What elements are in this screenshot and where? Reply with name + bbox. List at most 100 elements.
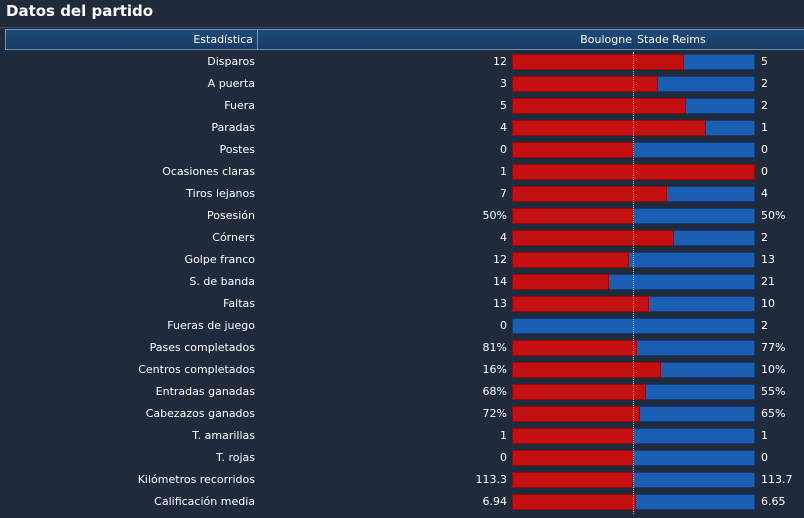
- away-value: 1: [761, 121, 768, 134]
- stat-label: Tiros lejanos: [186, 187, 255, 200]
- stat-row: Córners 4 2: [0, 228, 804, 250]
- stat-label: Fuera: [224, 99, 255, 112]
- stat-row: Golpe franco 12 13: [0, 250, 804, 272]
- home-share-fill: [512, 274, 610, 290]
- home-value: 13: [493, 297, 507, 310]
- title-divider: [0, 27, 804, 28]
- home-value: 0: [500, 143, 507, 156]
- stat-row: Ocasiones claras 1 0: [0, 162, 804, 184]
- home-share-fill: [512, 54, 684, 70]
- away-value: 4: [761, 187, 768, 200]
- teams-column-header[interactable]: Boulogne Stade Reims: [257, 29, 804, 50]
- comparison-bar: [512, 428, 755, 444]
- stat-row: Fueras de juego 0 2: [0, 316, 804, 338]
- home-share-fill: [512, 428, 634, 444]
- home-value: 14: [493, 275, 507, 288]
- away-value: 10%: [761, 363, 786, 376]
- stat-row: Entradas ganadas 68% 55%: [0, 382, 804, 404]
- home-share-fill: [512, 494, 637, 510]
- stat-row: Calificación media 6.94 6.65: [0, 492, 804, 514]
- home-share-fill: [512, 362, 662, 378]
- stat-label: T. amarillas: [192, 429, 255, 442]
- stat-label: Centros completados: [138, 363, 255, 376]
- home-value: 16%: [482, 363, 507, 376]
- home-share-fill: [512, 120, 707, 136]
- home-value: 12: [493, 55, 507, 68]
- stat-label: A puerta: [207, 77, 255, 90]
- stat-row: Postes 0 0: [0, 140, 804, 162]
- home-share-fill: [512, 340, 637, 356]
- home-share-fill: [512, 230, 675, 246]
- stat-label: Kilómetros recorridos: [137, 473, 255, 486]
- away-team-name: Stade Reims: [637, 33, 706, 46]
- center-divider-line: [633, 52, 634, 514]
- home-value: 6.94: [482, 495, 508, 508]
- home-share-fill: [512, 142, 634, 158]
- stat-row: Centros completados 16% 10%: [0, 360, 804, 382]
- home-share-fill: [512, 252, 629, 268]
- stat-row: Kilómetros recorridos 113.3 113.7: [0, 470, 804, 492]
- stats-table-header: Estadística Boulogne Stade Reims: [5, 29, 804, 51]
- away-value: 113.7: [761, 473, 793, 486]
- page-title: Datos del partido: [6, 2, 154, 20]
- home-share-fill: [512, 208, 634, 224]
- away-value: 0: [761, 451, 768, 464]
- home-value: 50%: [482, 209, 507, 222]
- home-value: 68%: [482, 385, 507, 398]
- home-share-fill: [512, 406, 640, 422]
- away-value: 0: [761, 143, 768, 156]
- home-share-fill: [512, 76, 658, 92]
- stat-label: T. rojas: [216, 451, 255, 464]
- stat-label: Calificación media: [154, 495, 255, 508]
- stats-table-body: Disparos 12 5 A puerta 3 2 Fuera 5 2 Paradas 4 1 Pos…: [0, 52, 804, 514]
- home-share-fill: [512, 384, 647, 400]
- home-team-name: Boulogne: [580, 33, 632, 46]
- home-share-fill: [512, 296, 650, 312]
- stat-label: Faltas: [223, 297, 255, 310]
- away-value: 2: [761, 231, 768, 244]
- home-value: 7: [500, 187, 507, 200]
- stat-row: Tiros lejanos 7 4: [0, 184, 804, 206]
- home-share-fill: [512, 450, 634, 466]
- stat-label: Fueras de juego: [167, 319, 255, 332]
- stat-label: Entradas ganadas: [155, 385, 255, 398]
- home-share-fill: [512, 472, 634, 488]
- away-value: 0: [761, 165, 768, 178]
- stat-row: T. rojas 0 0: [0, 448, 804, 470]
- away-value: 10: [761, 297, 775, 310]
- away-value: 1: [761, 429, 768, 442]
- home-value: 0: [500, 451, 507, 464]
- away-value: 65%: [761, 407, 786, 420]
- stat-label: Postes: [219, 143, 255, 156]
- stat-label: S. de banda: [189, 275, 255, 288]
- home-share-fill: [512, 186, 667, 202]
- home-value: 0: [500, 319, 507, 332]
- away-value: 13: [761, 253, 775, 266]
- stat-label: Pases completados: [149, 341, 255, 354]
- stat-row: T. amarillas 1 1: [0, 426, 804, 448]
- away-value: 6.65: [761, 495, 786, 508]
- stat-label: Disparos: [207, 55, 255, 68]
- home-value: 113.3: [475, 473, 508, 486]
- stat-row: Paradas 4 1: [0, 118, 804, 140]
- home-value: 4: [500, 231, 507, 244]
- stat-label: Posesión: [207, 209, 255, 222]
- stat-row: Disparos 12 5: [0, 52, 804, 74]
- away-value: 21: [761, 275, 775, 288]
- home-value: 3: [500, 77, 507, 90]
- home-value: 4: [500, 121, 507, 134]
- stat-row: Fuera 5 2: [0, 96, 804, 118]
- stat-label: Córners: [212, 231, 255, 244]
- stat-row: S. de banda 14 21: [0, 272, 804, 294]
- home-value: 72%: [482, 407, 507, 420]
- stat-row: Cabezazos ganados 72% 65%: [0, 404, 804, 426]
- stat-row: A puerta 3 2: [0, 74, 804, 96]
- stat-label: Golpe franco: [184, 253, 255, 266]
- stat-row: Pases completados 81% 77%: [0, 338, 804, 360]
- stat-column-header[interactable]: Estadística: [5, 29, 258, 50]
- stat-label: Cabezazos ganados: [145, 407, 255, 420]
- away-value: 77%: [761, 341, 786, 354]
- home-value: 12: [493, 253, 507, 266]
- away-value: 55%: [761, 385, 786, 398]
- away-value: 2: [761, 77, 768, 90]
